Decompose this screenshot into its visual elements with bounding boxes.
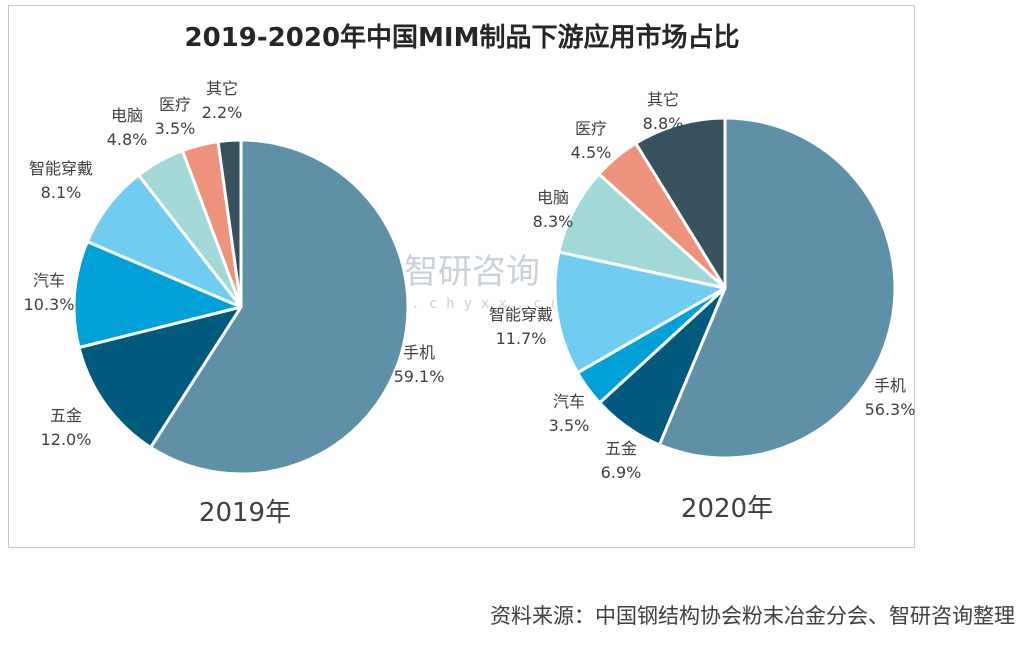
pie2019-slice-phone: [149, 138, 410, 476]
pie2020-label-other: 其它: [647, 90, 679, 109]
pie2020-value-other: 8.8%: [643, 114, 684, 133]
pie2019-value-auto: 10.3%: [24, 295, 75, 314]
pie2020-value-hardware: 6.9%: [601, 463, 642, 482]
pie2019-label-wearable: 智能穿戴: [29, 159, 93, 178]
pie2019-value-phone: 59.1%: [394, 367, 445, 386]
pie2019-label-other: 其它: [206, 79, 238, 98]
pie2020-slice-phone: [657, 116, 897, 460]
pie2020-value-pc: 8.3%: [533, 212, 574, 231]
pie2020-label-hardware: 五金: [605, 439, 637, 458]
pie2019-label-hardware: 五金: [50, 406, 82, 425]
pie2019-label-auto: 汽车: [33, 271, 65, 290]
pie2020-value-wearable: 11.7%: [496, 329, 547, 348]
pie2020-label-pc: 电脑: [537, 188, 569, 207]
pie2019-slice-auto: [72, 240, 243, 350]
pie2019-value-pc: 4.8%: [107, 130, 148, 149]
caption-2020: 2020年: [681, 494, 773, 524]
pie2019-label-medical: 医疗: [159, 95, 191, 114]
pie2019-label-pc: 电脑: [111, 106, 143, 125]
source-note: 资料来源：中国钢结构协会粉末冶金分会、智研咨询整理: [490, 604, 1015, 628]
pie2019-value-other: 2.2%: [202, 103, 243, 122]
pie2019-label-phone: 手机: [403, 343, 435, 362]
pie2019-value-medical: 3.5%: [155, 119, 196, 138]
pie2020-value-auto: 3.5%: [549, 416, 590, 435]
watermark-url: www.chyxx.com: [359, 296, 586, 312]
watermark-name: 智研咨询: [404, 252, 540, 292]
pie2020-value-medical: 4.5%: [571, 143, 612, 162]
pie2020-slice-wearable: [553, 250, 727, 375]
pie2020-slice-other: [634, 116, 727, 290]
chart-canvas: 2019-2020年中国MIM制品下游应用市场占比 智研咨询 www.chyxx…: [24, 22, 916, 528]
pie2020-label-medical: 医疗: [575, 119, 607, 138]
pie2019-value-wearable: 8.1%: [41, 183, 82, 202]
pie2020-value-phone: 56.3%: [865, 400, 916, 419]
caption-2019: 2019年: [199, 498, 291, 528]
pie2020-label-phone: 手机: [874, 376, 906, 395]
pie-2019: 手机 59.1% 五金 12.0% 汽车 10.3% 智能穿戴 8.1% 电脑 4.8% 医疗 3.5…: [24, 79, 445, 476]
pie2020-label-wearable: 智能穿戴: [489, 305, 553, 324]
chart-title: 2019-2020年中国MIM制品下游应用市场占比: [185, 22, 740, 53]
watermark: 智研咨询 www.chyxx.com: [357, 249, 586, 312]
pie2019-value-hardware: 12.0%: [41, 430, 92, 449]
chart-frame: 2019-2020年中国MIM制品下游应用市场占比 智研咨询 www.chyxx…: [8, 5, 915, 548]
pie-2020: 手机 56.3% 五金 6.9% 汽车 3.5% 智能穿戴 11.7% 电脑 8.3% 医疗 4.5%…: [489, 90, 915, 482]
pie2019-slice-hardware: [77, 305, 243, 449]
pie2020-slice-pc: [557, 172, 727, 290]
pie2019-slice-other: [216, 138, 243, 309]
pie2020-label-auto: 汽车: [553, 392, 585, 411]
